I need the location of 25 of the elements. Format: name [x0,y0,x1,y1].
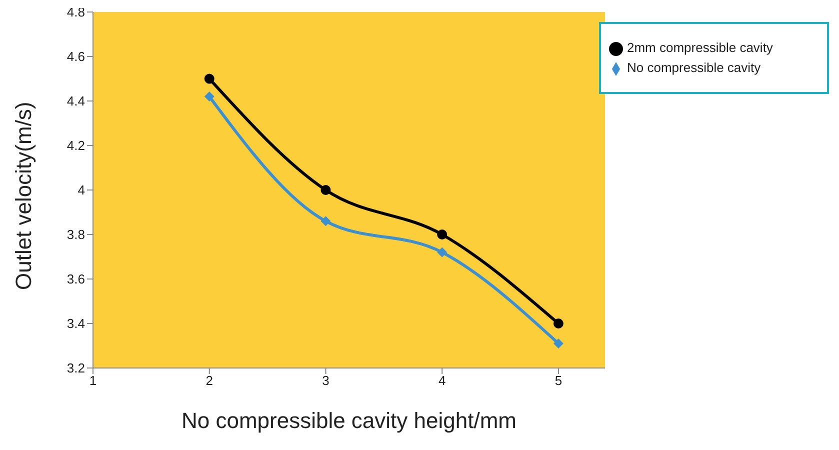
y-tick-label: 4.6 [66,49,85,64]
point [437,230,448,240]
legend-label: 2mm compressible cavity [627,40,773,55]
point [320,185,331,195]
y-tick-label: 4 [78,182,85,198]
legend-label: No compressible cavity [627,60,761,75]
x-tick-label: 1 [89,373,97,388]
point [553,338,564,349]
y-tick-label: 4.4 [66,94,85,109]
x-tick-label: 3 [322,373,330,388]
x-axis-title: No compressible cavity height/mm [181,408,517,433]
y-tick-label: 3.6 [66,272,85,287]
x-tick-label: 5 [554,373,562,388]
y-tick-label: 3.2 [66,360,85,376]
x-tick-label: 2 [206,373,213,388]
y-axis-title: Outlet velocity(m/s) [10,102,36,290]
point [437,247,448,258]
point [553,318,564,328]
x-tick-label: 4 [438,373,446,388]
y-tick-label: 4.2 [66,138,85,154]
y-tick-label: 3.4 [66,316,85,332]
point [320,216,331,226]
point [204,74,214,84]
y-tick-label: 3.8 [66,227,85,242]
point [204,92,214,102]
